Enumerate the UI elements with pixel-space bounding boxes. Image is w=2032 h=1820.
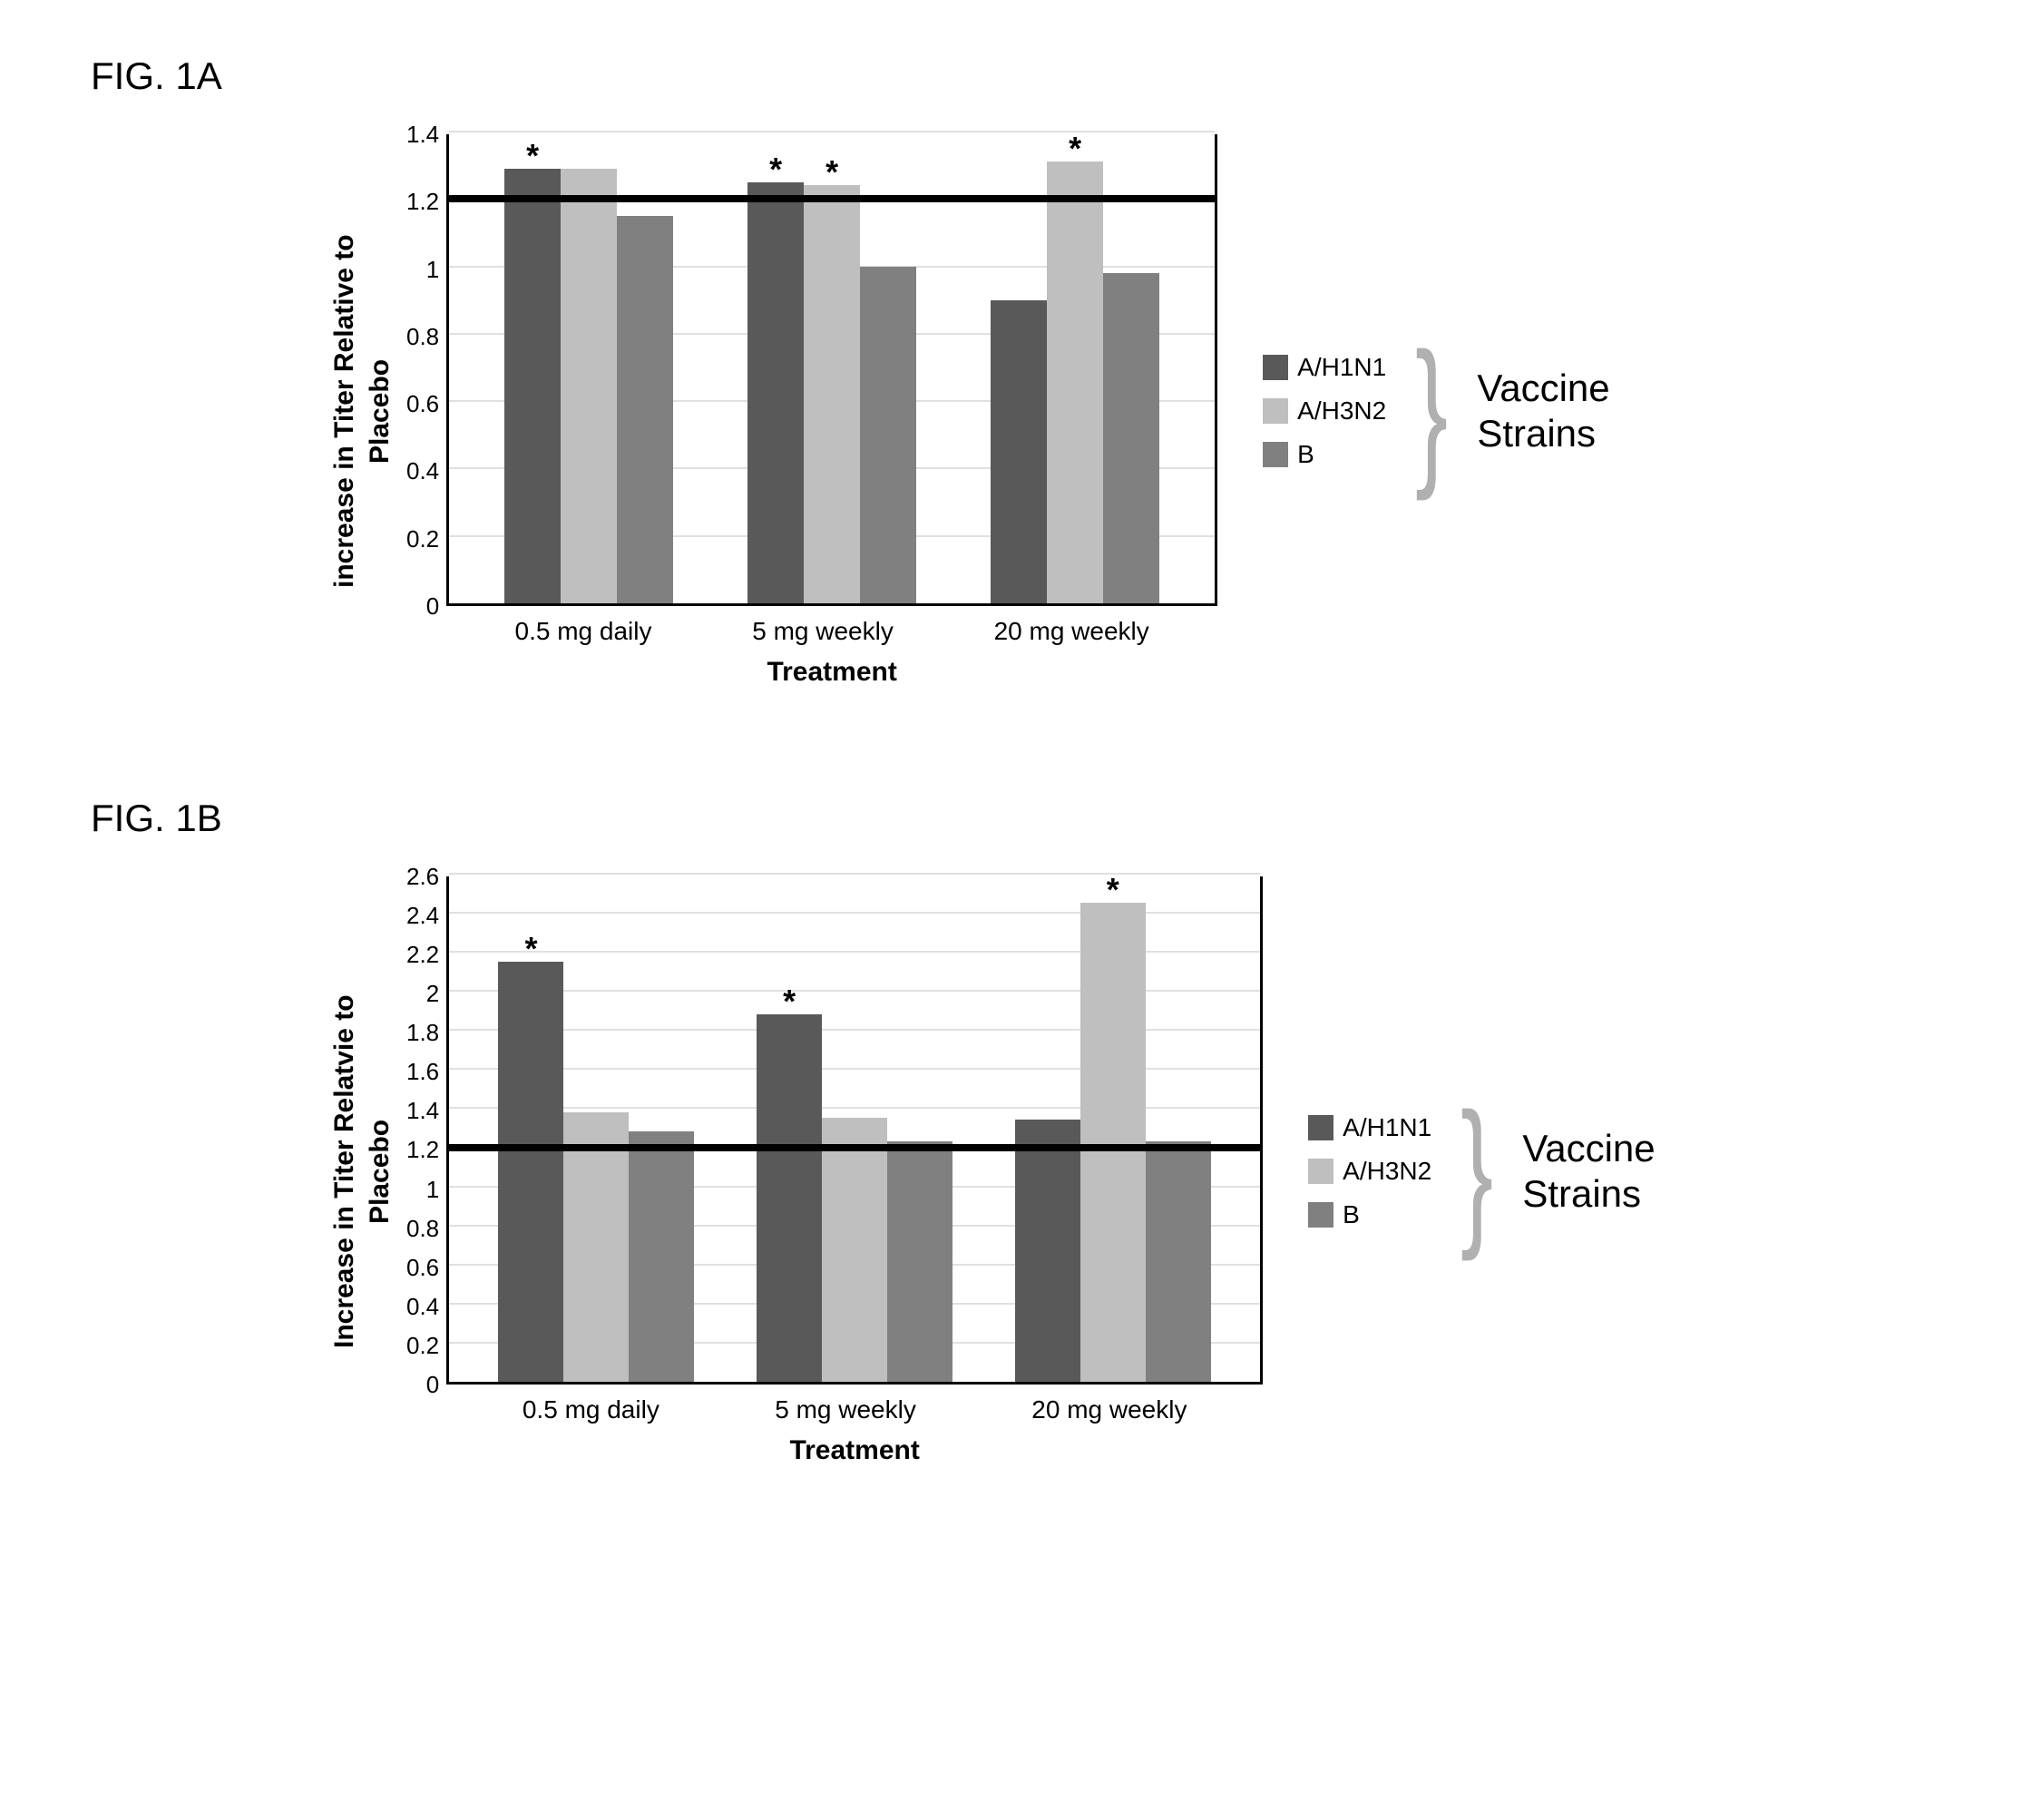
legend-swatch-icon [1263, 442, 1288, 467]
legend-swatch-icon [1308, 1115, 1334, 1140]
legend-swatch-icon [1308, 1202, 1334, 1228]
figure-1a-bars: **** [449, 134, 1215, 603]
significance-star-icon: * [769, 153, 782, 186]
bar: * [1080, 903, 1146, 1382]
figure-1a-ylabel: increase in Titer Relative toPlacebo [327, 134, 397, 688]
bar-group: * [991, 134, 1159, 603]
bar: * [747, 182, 804, 603]
figure-1b-bars: *** [449, 876, 1260, 1382]
legend-label: B [1343, 1200, 1360, 1229]
threshold-line [446, 195, 1217, 202]
bar: * [804, 185, 860, 603]
legend-item: A/H3N2 [1263, 396, 1386, 426]
figure-1b-legend-label: VaccineStrains [1522, 1126, 1655, 1218]
figure-1a-yticks: 1.41.210.80.60.40.20 [406, 134, 446, 606]
legend-item: B [1263, 440, 1386, 469]
x-tick-label: 20 mg weekly [1031, 1395, 1187, 1424]
legend-label: B [1297, 440, 1314, 469]
legend-item: A/H1N1 [1263, 353, 1386, 382]
bar [860, 267, 916, 603]
gridline [449, 131, 1215, 132]
figure-1b-xlabel: Treatment [446, 1435, 1263, 1466]
bar: * [504, 169, 561, 603]
gridline [449, 873, 1260, 875]
bar [1146, 1141, 1211, 1382]
x-tick-label: 5 mg weekly [775, 1395, 916, 1424]
bar [822, 1118, 887, 1382]
bar-group: ** [747, 134, 916, 603]
legend-label: A/H1N1 [1343, 1113, 1431, 1142]
figure-1a-legend: A/H1N1 A/H3N2 B [1263, 353, 1386, 469]
figure-1a-title: FIG. 1A [91, 54, 1959, 98]
figure-1b: FIG. 1B Increase in Titer Relatvie toPla… [73, 797, 1959, 1466]
legend-item: A/H1N1 [1308, 1113, 1431, 1142]
bar: * [498, 962, 563, 1382]
figure-1a-xlabel: Treatment [446, 657, 1217, 688]
bar [1103, 273, 1159, 603]
bar-group: * [498, 876, 694, 1382]
x-tick-label: 5 mg weekly [752, 617, 894, 646]
bar [991, 300, 1047, 603]
figure-1a-xlabels: 0.5 mg daily 5 mg weekly 20 mg weekly [446, 617, 1217, 646]
legend-swatch-icon [1263, 398, 1288, 424]
legend-label: A/H3N2 [1297, 396, 1386, 426]
bar-group: * [757, 876, 952, 1382]
legend-swatch-icon [1263, 355, 1288, 380]
figure-1b-ylabel: Increase in Titer Relatvie toPlacebo [327, 876, 397, 1466]
figure-1b-chart: Increase in Titer Relatvie toPlacebo 2.6… [327, 876, 1263, 1466]
x-tick-label: 0.5 mg daily [515, 617, 652, 646]
bar [1015, 1120, 1080, 1382]
significance-star-icon: * [1107, 874, 1119, 906]
legend-item: A/H3N2 [1308, 1157, 1431, 1186]
x-tick-label: 20 mg weekly [994, 617, 1149, 646]
bar [629, 1131, 694, 1382]
legend-swatch-icon [1308, 1159, 1334, 1184]
legend-label: A/H1N1 [1297, 353, 1386, 382]
figure-1a-legend-block: A/H1N1 A/H3N2 B } VaccineStrains [1263, 329, 1609, 493]
threshold-line [446, 1144, 1263, 1151]
figure-1a: FIG. 1A increase in Titer Relative toPla… [73, 54, 1959, 688]
figure-1b-yticks: 2.62.42.221.81.61.41.210.80.60.40.20 [406, 876, 446, 1385]
legend-item: B [1308, 1200, 1431, 1229]
significance-star-icon: * [783, 985, 796, 1018]
significance-star-icon: * [1069, 132, 1081, 165]
figure-1b-xlabels: 0.5 mg daily 5 mg weekly 20 mg weekly [446, 1395, 1263, 1424]
bar: * [757, 1014, 822, 1382]
significance-star-icon: * [826, 156, 838, 189]
figure-1a-legend-label: VaccineStrains [1477, 366, 1609, 457]
figure-1b-title: FIG. 1B [91, 797, 1959, 840]
figure-1b-plot: *** [446, 876, 1263, 1385]
figure-1a-row: increase in Titer Relative toPlacebo 1.4… [327, 134, 1959, 688]
significance-star-icon: * [524, 933, 537, 965]
bracket-icon: } [1460, 1090, 1493, 1253]
bar-group: * [1015, 876, 1211, 1382]
legend-label: A/H3N2 [1343, 1157, 1431, 1186]
figure-1b-legend: A/H1N1 A/H3N2 B [1308, 1113, 1431, 1229]
bar [617, 216, 673, 603]
x-tick-label: 0.5 mg daily [523, 1395, 659, 1424]
figure-1b-row: Increase in Titer Relatvie toPlacebo 2.6… [327, 876, 1959, 1466]
significance-star-icon: * [526, 140, 539, 172]
bar [561, 169, 617, 603]
bracket-icon: } [1415, 329, 1448, 493]
figure-1a-plot: **** [446, 134, 1217, 606]
bar-group: * [504, 134, 673, 603]
bar: * [1047, 161, 1103, 603]
figure-1a-chart: increase in Titer Relative toPlacebo 1.4… [327, 134, 1217, 688]
bar [887, 1141, 952, 1382]
figure-1b-legend-block: A/H1N1 A/H3N2 B } VaccineStrains [1308, 1090, 1655, 1253]
bar [563, 1112, 629, 1382]
